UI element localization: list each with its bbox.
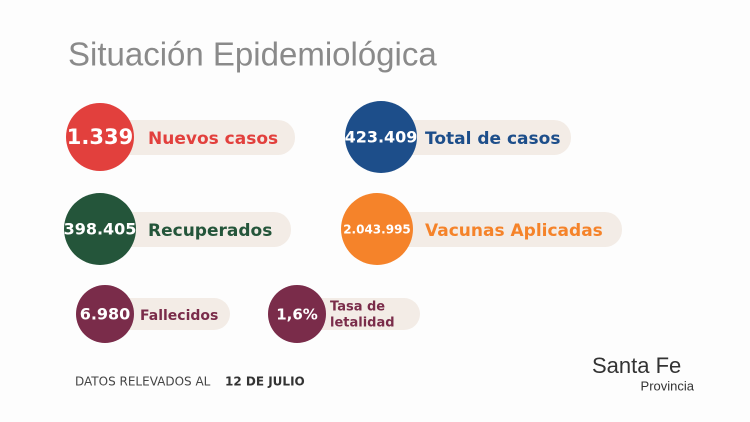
stat-label: Fallecidos: [140, 308, 218, 324]
footer-date: 12 DE JULIO: [225, 375, 305, 389]
logo-subtitle: Provincia: [641, 378, 695, 393]
stat-label: Tasa de: [330, 300, 385, 315]
stat-label: Vacunas Aplicadas: [425, 221, 603, 241]
stat-label: Nuevos casos: [148, 129, 278, 149]
stat-value: 1,6%: [276, 306, 318, 324]
stat-circle: [64, 193, 136, 265]
stat-value: 6.980: [80, 305, 131, 324]
stat-circle: [345, 101, 417, 173]
stat-label: Total de casos: [425, 129, 560, 149]
stat-value: 398.405: [64, 220, 137, 239]
stat-pill: [95, 120, 295, 155]
stat-pill: [95, 212, 291, 247]
stat-circle: [76, 285, 134, 343]
stat-pill: [372, 212, 622, 247]
stat-value: 2.043.995: [343, 223, 411, 237]
stat-value: 1.339: [67, 125, 133, 149]
logo-name: Santa Fe: [592, 353, 681, 378]
stat-label: Recuperados: [148, 221, 272, 241]
stat-circle: [66, 103, 134, 171]
stat-circle: [268, 285, 326, 343]
stat-circle: [341, 193, 413, 265]
stat-value: 423.409: [345, 128, 418, 147]
footer-text: DATOS RELEVADOS AL: [75, 375, 211, 389]
title: Situación Epidemiológica: [68, 36, 437, 73]
stat-label: letalidad: [330, 316, 395, 331]
stat-pill: [375, 120, 571, 155]
